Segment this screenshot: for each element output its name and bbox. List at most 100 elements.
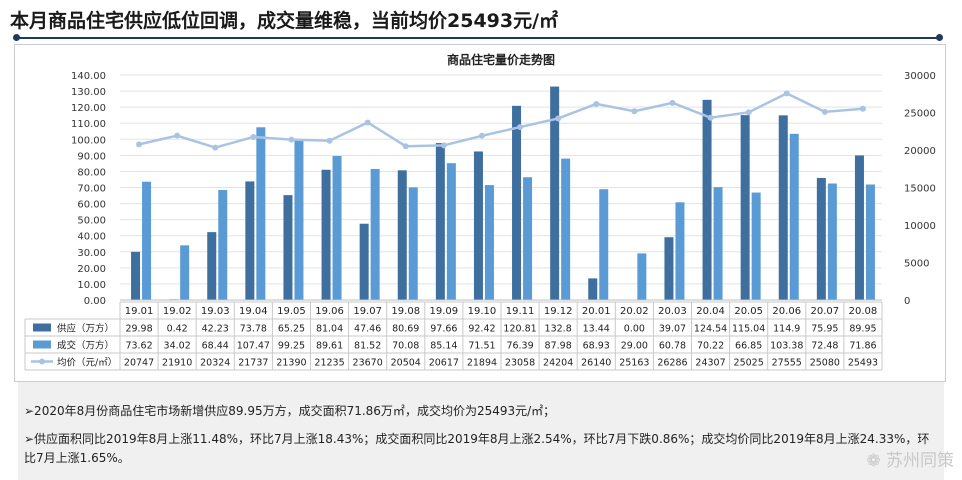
left-tick-label: 10.00 xyxy=(77,280,106,291)
legend-sales-swatch xyxy=(33,340,51,349)
data-label: 39.07 xyxy=(659,324,686,335)
data-label: 25493 xyxy=(848,358,878,369)
data-label: 34.02 xyxy=(164,341,191,352)
data-label: 20617 xyxy=(429,358,459,369)
supply-bar xyxy=(854,155,864,300)
data-label: 68.44 xyxy=(202,341,229,352)
sales-bar xyxy=(751,192,761,300)
page-headline: 本月商品住宅供应低位回调，成交量维稳，当前均价25493元/㎡ xyxy=(10,10,559,32)
data-label: 21235 xyxy=(314,358,344,369)
notes-panel: ➢2020年8月份商品住宅市场新增供应89.95万方，成交面积71.86万㎡，成… xyxy=(18,382,944,480)
category-label: 19.04 xyxy=(239,306,268,317)
avg-price-point xyxy=(669,99,676,106)
note-summary: ➢2020年8月份商品住宅市场新增供应89.95万方，成交面积71.86万㎡，成… xyxy=(24,404,556,418)
supply-bar xyxy=(131,251,141,300)
category-label: 19.02 xyxy=(163,306,192,317)
left-tick-label: 20.00 xyxy=(77,264,106,275)
avg-price-line xyxy=(138,91,864,149)
sales-bar xyxy=(446,163,456,300)
right-tick-label: 5000 xyxy=(904,259,929,270)
data-label: 27555 xyxy=(772,358,802,369)
divider-dot-left xyxy=(13,34,20,41)
category-label: 20.03 xyxy=(658,306,687,317)
sales-bar xyxy=(256,127,266,300)
avg-price-point xyxy=(212,144,219,151)
category-label: 20.06 xyxy=(772,306,801,317)
data-label: 0.00 xyxy=(624,324,645,335)
data-label: 76.39 xyxy=(506,341,533,352)
sales-bar xyxy=(599,189,609,300)
watermark-text: 苏州同策 xyxy=(886,451,954,471)
left-tick-label: 110.00 xyxy=(71,119,106,130)
legend-price-marker xyxy=(39,358,45,365)
data-label: 80.69 xyxy=(392,324,419,335)
avg-price-point xyxy=(631,108,638,115)
data-label: 87.98 xyxy=(545,341,572,352)
watermark: ❁ 苏州同策 xyxy=(866,446,954,471)
category-label: 19.03 xyxy=(201,306,230,317)
category-label: 20.01 xyxy=(582,306,611,317)
avg-price-point xyxy=(478,132,485,139)
data-label: 0.42 xyxy=(167,324,188,335)
avg-price-point xyxy=(174,132,181,139)
data-label: 20504 xyxy=(391,358,421,369)
data-label: 25025 xyxy=(734,358,764,369)
data-label: 132.8 xyxy=(545,324,572,335)
avg-price-point xyxy=(517,124,524,131)
avg-price-point xyxy=(136,141,143,148)
category-label: 19.08 xyxy=(391,306,420,317)
sales-bar xyxy=(484,185,494,300)
supply-bar xyxy=(702,99,712,300)
data-label: 73.62 xyxy=(125,341,152,352)
category-label: 19.07 xyxy=(353,306,382,317)
sales-bar xyxy=(180,245,190,300)
avg-price-point xyxy=(859,105,866,112)
data-label: 68.93 xyxy=(583,341,610,352)
left-tick-label: 100.00 xyxy=(71,135,106,146)
avg-price-point xyxy=(440,142,447,149)
data-label: 60.78 xyxy=(659,341,686,352)
sales-bar xyxy=(332,155,342,300)
data-label: 70.08 xyxy=(392,341,419,352)
data-label: 81.52 xyxy=(354,341,381,352)
avg-price-point xyxy=(707,114,714,121)
category-label: 20.07 xyxy=(811,306,840,317)
sales-bar xyxy=(789,133,799,300)
data-label: 99.25 xyxy=(278,341,305,352)
left-tick-label: 80.00 xyxy=(77,167,106,178)
sales-bar xyxy=(637,253,647,300)
data-label: 21390 xyxy=(276,358,306,369)
data-label: 71.86 xyxy=(849,341,876,352)
sales-bar xyxy=(561,158,571,300)
sales-bar xyxy=(408,187,418,300)
avg-price-point xyxy=(593,100,600,107)
data-label: 42.23 xyxy=(202,324,229,335)
data-label: 25163 xyxy=(619,358,649,369)
category-label: 20.05 xyxy=(734,306,763,317)
right-tick-label: 25000 xyxy=(904,109,936,120)
data-label: 20747 xyxy=(124,358,154,369)
category-label: 19.01 xyxy=(125,306,154,317)
data-label: 65.25 xyxy=(278,324,305,335)
avg-price-point xyxy=(745,109,752,116)
data-label: 21737 xyxy=(238,358,268,369)
left-tick-label: 140.00 xyxy=(71,71,106,82)
category-label: 20.04 xyxy=(696,306,725,317)
right-tick-label: 10000 xyxy=(904,221,936,232)
right-tick-label: 0 xyxy=(904,296,910,307)
category-label: 20.02 xyxy=(620,306,649,317)
category-label: 20.08 xyxy=(849,306,878,317)
wechat-icon: ❁ xyxy=(866,451,881,471)
data-label: 29.98 xyxy=(125,324,152,335)
sales-bar xyxy=(523,177,533,300)
data-label: 23058 xyxy=(505,358,535,369)
left-tick-label: 70.00 xyxy=(77,184,106,195)
data-label: 89.61 xyxy=(316,341,343,352)
category-label: 19.11 xyxy=(506,306,535,317)
data-label: 114.9 xyxy=(773,324,800,335)
avg-price-point xyxy=(250,133,257,140)
data-label: 89.95 xyxy=(849,324,876,335)
avg-price-point xyxy=(364,119,371,126)
category-label: 19.09 xyxy=(430,306,459,317)
data-label: 120.81 xyxy=(503,324,536,335)
